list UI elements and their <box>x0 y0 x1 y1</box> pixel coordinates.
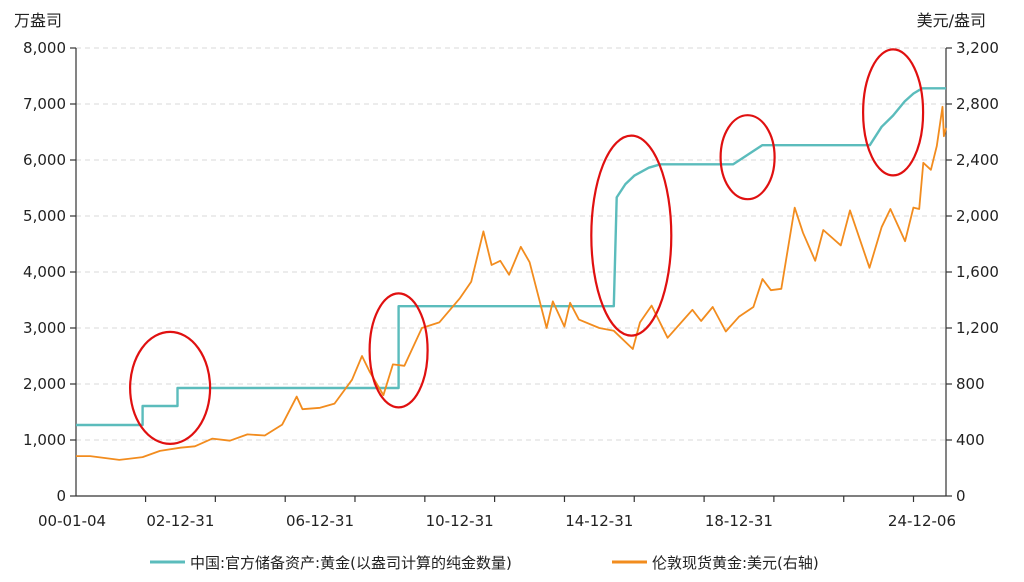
right-y-tick-label: 800 <box>956 375 985 393</box>
series-line-london-gold-price <box>76 105 947 461</box>
axes: 0 0 1,000 400 2,000 800 3,000 1,200 4,000 1,600 5,… <box>23 39 999 530</box>
right-y-tick-label: 2,400 <box>956 151 999 169</box>
highlight-ellipse <box>719 114 776 201</box>
left-y-tick-label: 5,000 <box>23 207 66 225</box>
x-tick-label: 24-12-06 <box>888 512 956 530</box>
left-y-tick-label: 3,000 <box>23 319 66 337</box>
highlight-annotations <box>129 48 925 445</box>
left-axis-unit: 万盎司 <box>14 11 62 30</box>
legend-label-london-gold-price: 伦敦现货黄金:美元(右轴) <box>652 554 819 572</box>
gridlines <box>76 47 946 441</box>
legend: 中国:官方储备资产:黄金(以盎司计算的纯金数量) 伦敦现货黄金:美元(右轴) <box>150 554 819 572</box>
right-y-tick-label: 1,600 <box>956 263 999 281</box>
x-tick-label: 14-12-31 <box>565 512 633 530</box>
left-y-tick-label: 6,000 <box>23 151 66 169</box>
right-y-tick-label: 0 <box>956 487 966 505</box>
left-y-tick-label: 0 <box>56 487 66 505</box>
left-y-tick-label: 1,000 <box>23 431 66 449</box>
right-y-tick-label: 400 <box>956 431 985 449</box>
x-tick-label: 10-12-31 <box>426 512 494 530</box>
left-y-tick-label: 4,000 <box>23 263 66 281</box>
x-tick-label: 18-12-31 <box>705 512 773 530</box>
right-y-tick-label: 2,800 <box>956 95 999 113</box>
highlight-ellipse <box>590 134 673 337</box>
x-tick-label: 00-01-04 <box>38 512 106 530</box>
left-y-tick-label: 8,000 <box>23 39 66 57</box>
series-line-gold-reserves <box>76 87 946 427</box>
x-tick-label: 02-12-31 <box>146 512 214 530</box>
highlight-ellipse <box>368 292 429 409</box>
highlight-ellipse <box>861 48 925 177</box>
highlight-ellipse <box>129 330 212 445</box>
right-axis-unit: 美元/盎司 <box>917 11 986 30</box>
right-y-tick-label: 3,200 <box>956 39 999 57</box>
right-y-tick-label: 1,200 <box>956 319 999 337</box>
x-tick-label: 06-12-31 <box>286 512 354 530</box>
right-y-tick-label: 2,000 <box>956 207 999 225</box>
left-y-tick-label: 7,000 <box>23 95 66 113</box>
series <box>76 87 947 461</box>
left-y-tick-label: 2,000 <box>23 375 66 393</box>
legend-label-gold-reserves: 中国:官方储备资产:黄金(以盎司计算的纯金数量) <box>190 554 512 572</box>
